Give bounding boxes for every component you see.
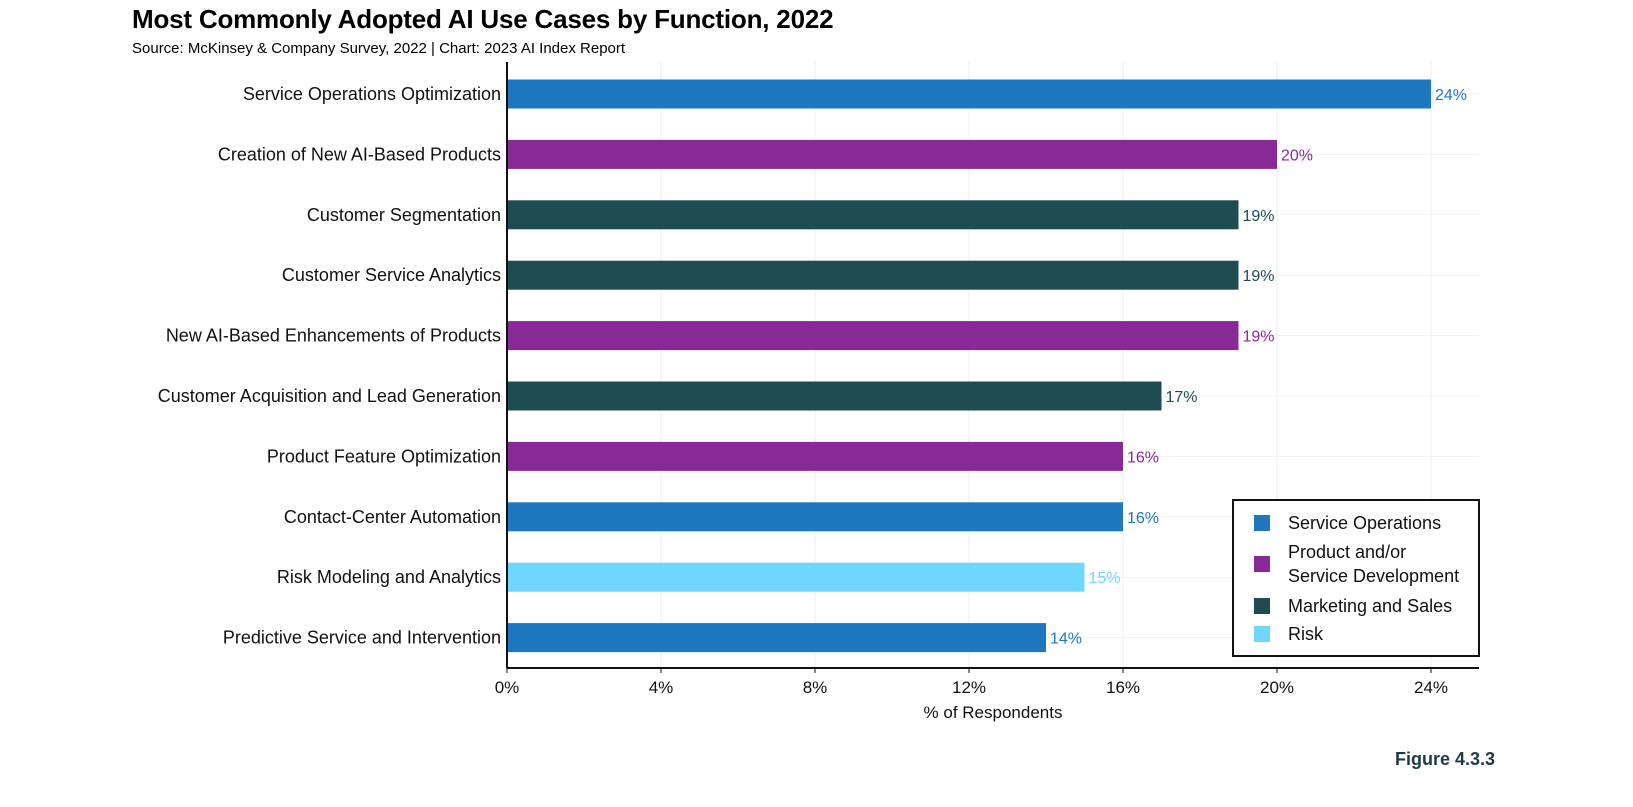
category-label: Predictive Service and Intervention [223, 628, 501, 648]
category-label: Product Feature Optimization [267, 446, 501, 466]
legend-label: Marketing and Sales [1288, 596, 1452, 616]
legend-swatch [1254, 626, 1270, 642]
legend-label: Risk [1288, 624, 1324, 644]
bar [507, 79, 1431, 109]
bar [507, 502, 1123, 532]
value-label: 20% [1281, 147, 1313, 164]
legend: Service Operations Product and/or Service … [1232, 499, 1480, 657]
value-label: 16% [1127, 510, 1159, 527]
value-label: 17% [1166, 389, 1198, 406]
legend-swatch [1254, 556, 1270, 572]
category-label: New AI-Based Enhancements of Products [166, 326, 501, 346]
bar [507, 139, 1277, 169]
bar [507, 200, 1239, 230]
value-label: 16% [1127, 449, 1159, 466]
legend-box [1232, 499, 1480, 657]
legend-label: Service Development [1288, 566, 1459, 586]
chart-subtitle: Source: McKinsey & Company Survey, 2022 … [132, 40, 626, 57]
value-label: 19% [1243, 268, 1275, 285]
bar [507, 321, 1239, 351]
category-label: Creation of New AI-Based Products [218, 144, 501, 164]
x-tick-label: 24% [1414, 678, 1448, 697]
x-tick-label: 0% [495, 678, 520, 697]
value-label: 19% [1243, 208, 1275, 225]
bar [507, 441, 1123, 471]
category-label: Service Operations Optimization [243, 84, 501, 104]
x-tick-label: 4% [649, 678, 674, 697]
x-axis-title: % of Respondents [924, 703, 1063, 722]
category-label: Risk Modeling and Analytics [277, 567, 501, 587]
chart-title: Most Commonly Adopted AI Use Cases by Fu… [132, 4, 834, 34]
value-label: 24% [1435, 87, 1467, 104]
value-label: 14% [1050, 631, 1082, 648]
category-label: Customer Segmentation [307, 205, 501, 225]
legend-swatch [1254, 515, 1270, 531]
x-tick-label: 20% [1260, 678, 1294, 697]
x-tick-label: 8% [803, 678, 828, 697]
x-tick-label: 16% [1106, 678, 1140, 697]
bar [507, 260, 1239, 290]
x-tick-label: 12% [952, 678, 986, 697]
category-label: Customer Service Analytics [282, 265, 501, 285]
legend-swatch [1254, 598, 1270, 614]
bars: Service Operations Optimization 24% Creati… [158, 79, 1467, 653]
axes: 0% 4% 8% 12% 16% 20% 24% % of Respondents [495, 62, 1479, 722]
bar [507, 562, 1085, 592]
category-label: Contact-Center Automation [284, 507, 501, 527]
legend-label: Service Operations [1288, 513, 1441, 533]
bar [507, 623, 1046, 653]
value-label: 15% [1089, 570, 1121, 587]
figure-label: Figure 4.3.3 [1395, 749, 1496, 769]
value-label: 19% [1243, 329, 1275, 346]
category-label: Customer Acquisition and Lead Generation [158, 386, 501, 406]
legend-label: Product and/or [1288, 542, 1406, 562]
bar [507, 381, 1162, 411]
